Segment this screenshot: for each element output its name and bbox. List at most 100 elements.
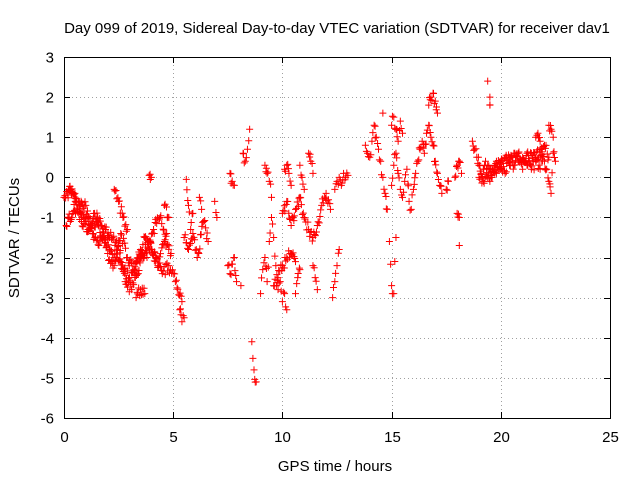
data-point [258,274,266,282]
data-point [432,103,440,111]
data-point [278,298,286,306]
data-point [309,169,317,177]
data-point [158,220,166,228]
data-point [388,282,396,290]
data-point [228,260,236,268]
data-point [397,124,405,132]
data-point [401,177,409,185]
data-point [287,181,295,189]
data-point [455,157,463,165]
data-point [248,338,256,346]
data-point [549,149,557,157]
data-point [486,177,494,185]
data-point [425,122,433,130]
data-point [263,169,271,177]
data-point [453,163,461,171]
data-point [271,252,279,260]
data-point [301,215,309,223]
data-point [411,174,419,182]
data-point [528,162,536,170]
data-point [75,202,83,210]
data-point [70,190,78,198]
data-point [212,209,220,216]
data-point [281,207,289,215]
data-point [171,278,179,286]
data-point [548,169,556,177]
data-point [239,150,247,158]
data-point [329,284,337,292]
data-point [322,189,330,197]
data-point [391,258,399,266]
y-tick-label: 3 [46,50,54,67]
data-point [314,218,322,226]
data-point [539,153,547,161]
y-tick-label: 0 [46,170,54,187]
data-point [408,191,416,199]
data-point [72,195,80,203]
data-point [115,197,123,205]
data-point [331,185,339,193]
data-point [392,149,400,157]
data-point [433,109,441,117]
data-point [548,127,556,135]
data-point [374,139,382,147]
data-point [515,148,523,156]
data-point [132,294,140,302]
data-point [294,202,302,210]
data-point [107,228,115,236]
data-point [142,249,150,257]
data-point [393,133,401,141]
data-point [213,213,221,221]
data-point [428,138,436,146]
data-point [264,168,272,176]
data-point [135,267,143,275]
data-point [512,156,520,164]
data-point [122,227,130,235]
data-point [169,266,177,274]
data-point [299,209,307,217]
data-point [427,93,435,101]
data-point [132,265,140,273]
data-point [95,242,103,250]
data-point [334,180,342,188]
data-point [138,291,146,299]
data-point [433,169,441,177]
data-point [262,265,270,273]
data-point [202,224,210,232]
data-point [547,189,555,197]
data-point [102,244,110,252]
data-point [477,171,485,179]
data-point [195,249,203,257]
y-tick-label: 1 [46,130,54,147]
data-point [364,149,372,157]
data-point [140,284,148,292]
data-point [100,229,108,237]
y-tick-label: -1 [41,210,54,227]
data-point [232,271,240,279]
data-point [517,156,525,164]
data-point [266,229,274,237]
data-point [536,137,544,145]
data-point [535,161,543,169]
data-point [176,289,184,297]
data-point [280,288,288,296]
data-point [380,185,388,193]
data-point [394,169,402,177]
data-point [262,164,270,172]
data-point [155,263,163,271]
data-point [390,113,398,121]
data-point [490,168,498,176]
data-point [523,149,531,157]
data-point [311,232,319,240]
data-point [180,314,188,322]
data-point [501,169,509,177]
data-point [290,212,298,220]
data-point [344,171,352,179]
data-point [390,290,398,298]
data-point [156,253,164,261]
data-point [422,140,430,148]
data-point [285,209,293,217]
data-point [157,212,165,220]
data-point [184,201,192,209]
data-point [143,235,151,243]
